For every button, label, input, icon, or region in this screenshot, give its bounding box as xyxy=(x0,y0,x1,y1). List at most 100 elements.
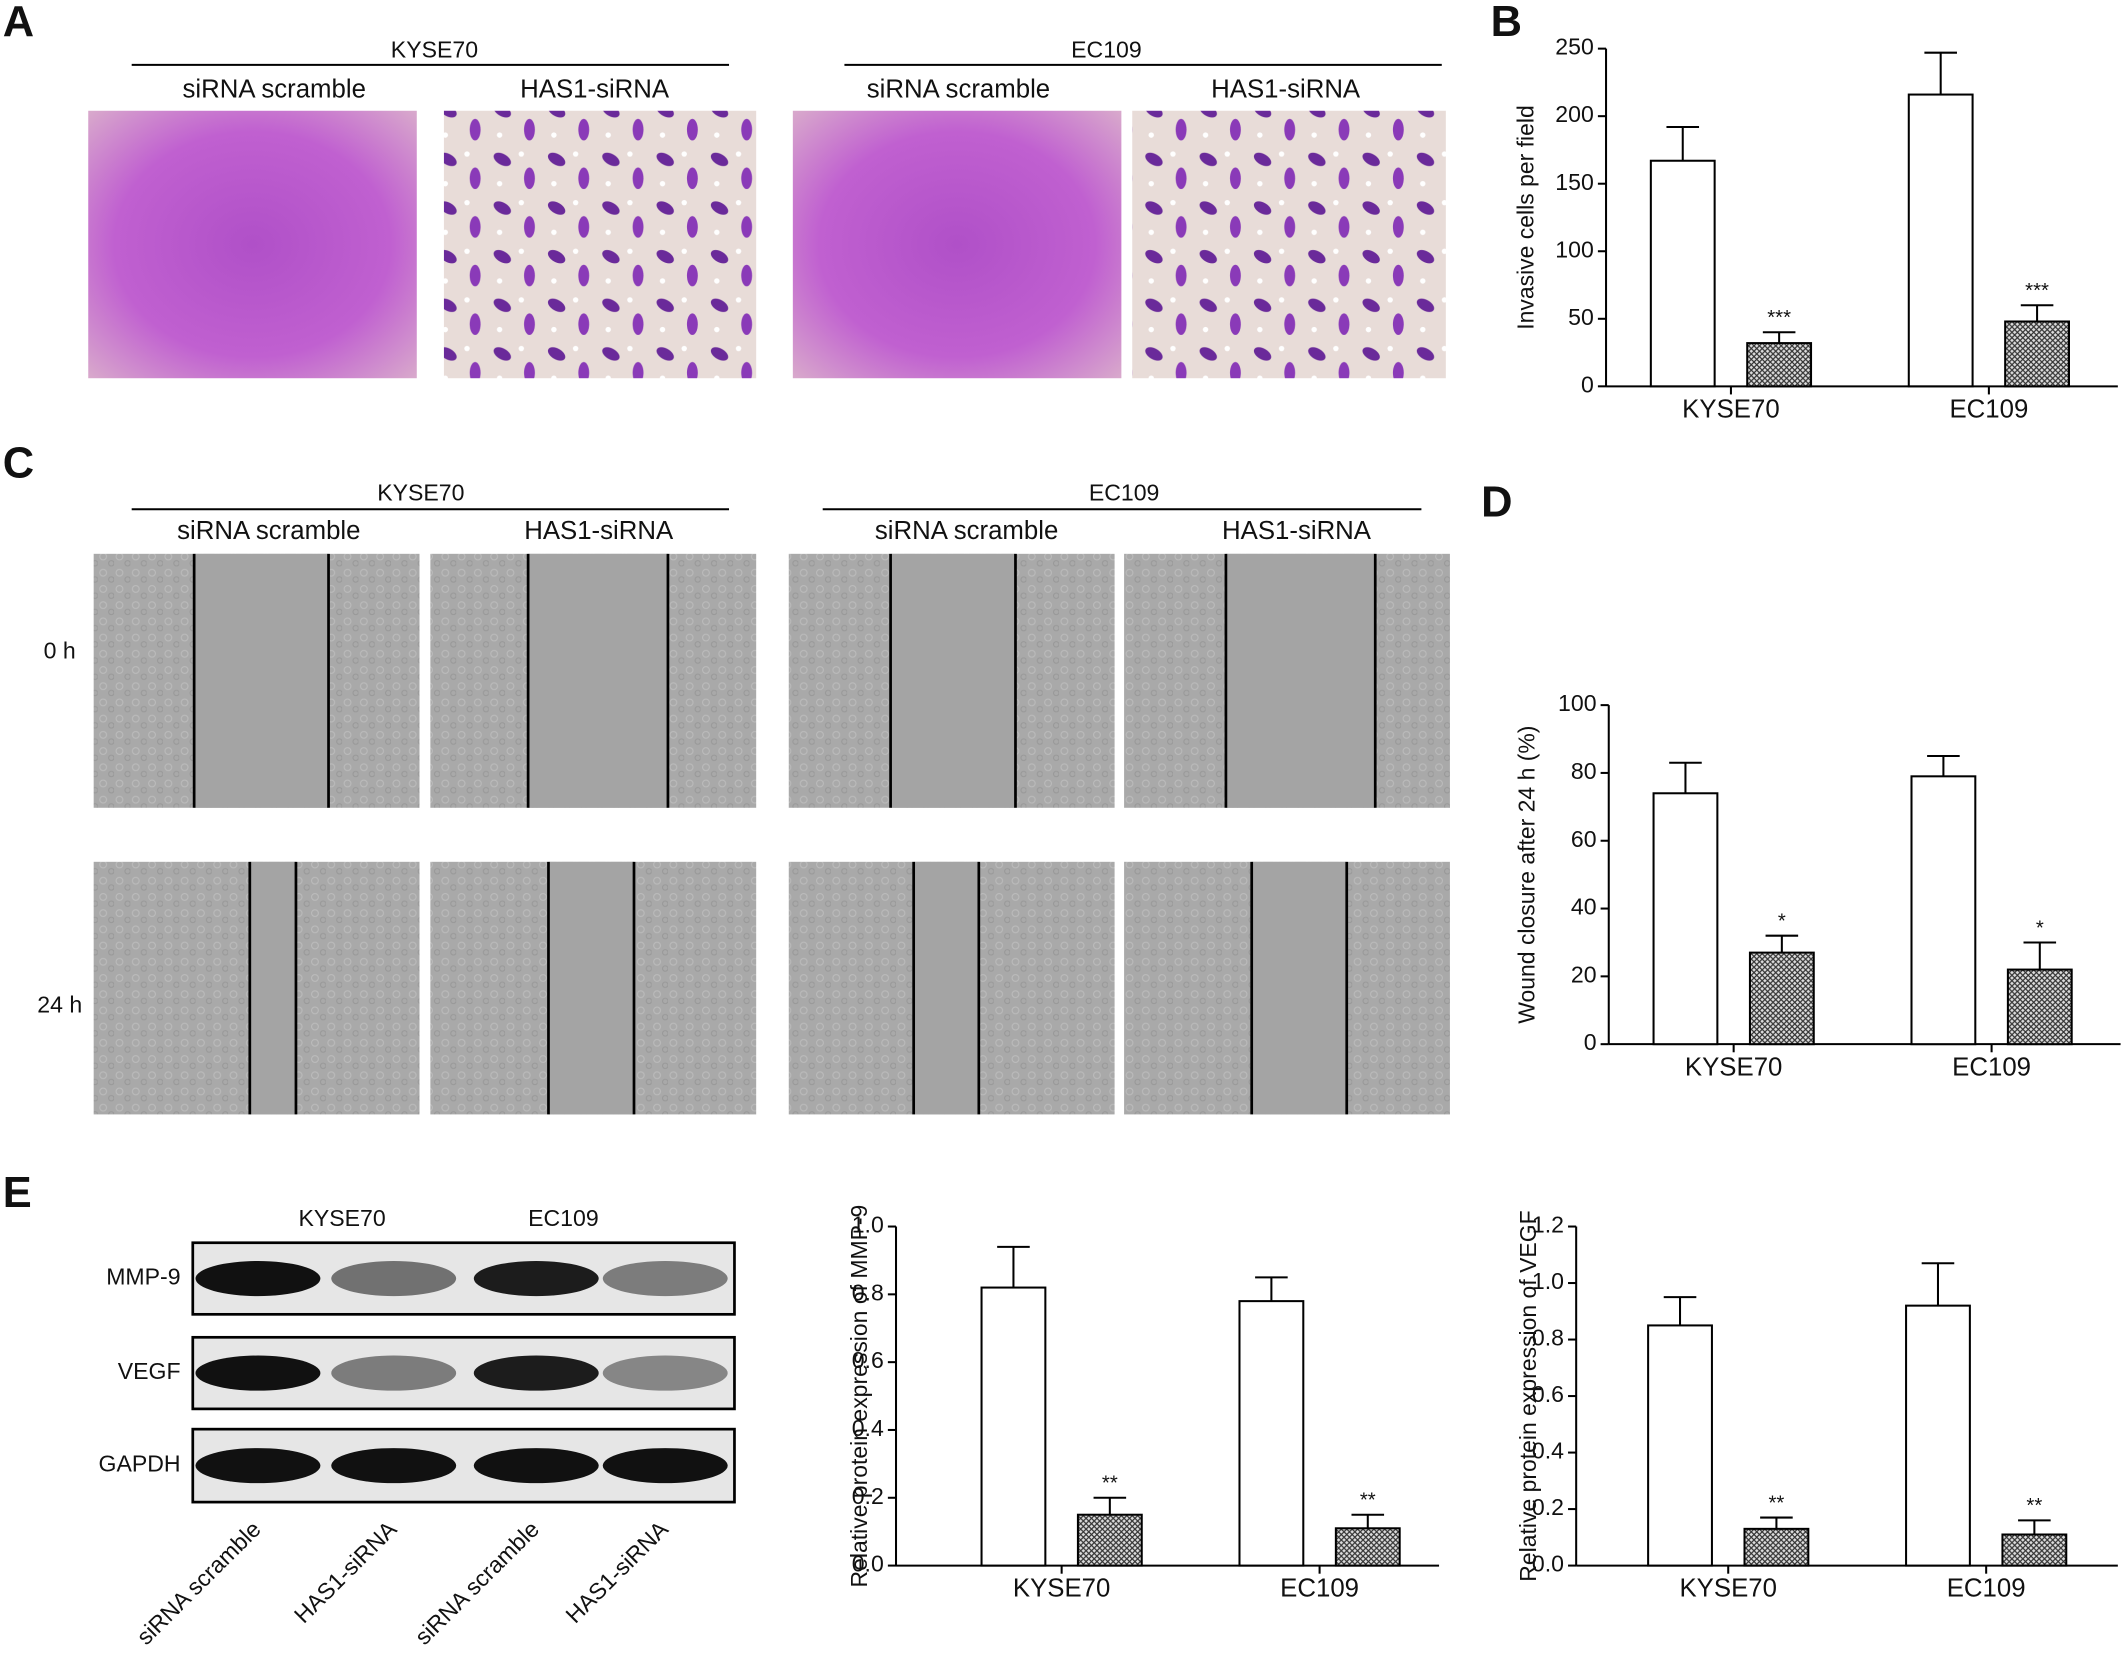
protein-label: MMP-9 xyxy=(106,1264,180,1290)
y-tick-label: 0.2 xyxy=(1532,1494,1564,1520)
condition-label: siRNA scramble xyxy=(875,517,1058,545)
y-axis-label: Invasive cells per field xyxy=(1512,105,1538,330)
blot-band xyxy=(331,1260,457,1297)
blot-band xyxy=(602,1260,728,1297)
group-label: EC109 xyxy=(1089,480,1160,506)
y-tick-label: 1.0 xyxy=(852,1212,884,1238)
protein-label: VEGF xyxy=(118,1358,181,1384)
blot-band xyxy=(195,1448,321,1484)
y-tick-label: 0 xyxy=(1584,1029,1597,1055)
condition-label: HAS1-siRNA xyxy=(1222,517,1372,545)
y-tick-label: 150 xyxy=(1555,169,1594,195)
condition-label: siRNA scramble xyxy=(177,517,360,545)
x-tick-label: KYSE70 xyxy=(1682,395,1779,423)
panel-letter: B xyxy=(1491,0,1522,46)
condition-label: HAS1-siRNA xyxy=(520,75,670,103)
y-tick-label: 0 xyxy=(1581,371,1594,397)
blot-band xyxy=(331,1355,457,1391)
lane-label: siRNA scramble xyxy=(410,1516,544,1650)
group-label: KYSE70 xyxy=(298,1205,385,1231)
y-tick-label: 0.8 xyxy=(1532,1325,1564,1351)
x-tick-label: EC109 xyxy=(1280,1575,1359,1603)
y-tick-label: 0.4 xyxy=(1532,1438,1564,1464)
x-tick-label: EC109 xyxy=(1949,395,2028,423)
y-axis-label: Relative protein expression of VEGF xyxy=(1515,1210,1541,1581)
blot-band xyxy=(473,1260,599,1297)
bar xyxy=(1907,93,1974,388)
blot-band xyxy=(195,1355,321,1391)
wound-area xyxy=(548,861,634,1115)
significance-label: * xyxy=(2036,917,2044,939)
panel-letter: E xyxy=(3,1169,32,1217)
x-tick-label: KYSE70 xyxy=(1679,1575,1776,1603)
bar xyxy=(1743,1527,1810,1567)
wound-area xyxy=(890,553,1016,808)
wound-area xyxy=(1225,553,1376,808)
bar xyxy=(1905,1304,1971,1567)
y-tick-label: 200 xyxy=(1555,101,1594,127)
y-tick-label: 0.8 xyxy=(852,1279,884,1305)
y-axis-label: Relative protein expression of MMP-9 xyxy=(846,1205,872,1588)
panel-letter: C xyxy=(3,440,34,488)
y-tick-label: 80 xyxy=(1571,758,1597,784)
x-tick-label: EC109 xyxy=(1947,1575,2026,1603)
significance-label: ** xyxy=(2026,1495,2042,1517)
group-label: EC109 xyxy=(528,1205,599,1231)
y-tick-label: 60 xyxy=(1571,826,1597,852)
y-tick-label: 0.4 xyxy=(852,1415,884,1441)
y-tick-label: 0.6 xyxy=(852,1347,884,1373)
significance-label: * xyxy=(1778,911,1786,933)
bar xyxy=(2004,320,2070,388)
timepoint-label: 0 h xyxy=(44,638,76,664)
significance-label: ** xyxy=(1360,1490,1376,1512)
significance-label: ** xyxy=(1768,1492,1784,1514)
blot-band xyxy=(602,1448,728,1484)
micrograph xyxy=(443,110,757,379)
blot-band xyxy=(331,1448,457,1484)
bar xyxy=(1238,1300,1305,1567)
y-tick-label: 100 xyxy=(1558,690,1597,716)
bar xyxy=(980,1286,1047,1567)
bar xyxy=(2006,968,2073,1046)
bar xyxy=(1746,342,1813,388)
x-tick-label: EC109 xyxy=(1952,1053,2031,1081)
y-tick-label: 100 xyxy=(1555,236,1594,262)
micrograph xyxy=(88,110,417,379)
lane-label: HAS1-siRNA xyxy=(560,1515,673,1628)
y-tick-label: 250 xyxy=(1555,34,1594,60)
condition-label: siRNA scramble xyxy=(183,75,366,103)
wound-area xyxy=(194,553,329,808)
group-label: KYSE70 xyxy=(377,480,464,506)
micrograph xyxy=(792,110,1122,379)
y-tick-label: 20 xyxy=(1571,961,1597,987)
wound-area xyxy=(913,861,979,1115)
group-label: KYSE70 xyxy=(391,36,478,62)
y-axis-label: Wound closure after 24 h (%) xyxy=(1514,726,1540,1024)
x-tick-label: KYSE70 xyxy=(1685,1053,1782,1081)
wound-area xyxy=(249,861,296,1115)
blot-band xyxy=(473,1355,599,1391)
condition-label: HAS1-siRNA xyxy=(1211,75,1361,103)
wound-area xyxy=(528,553,668,808)
y-tick-label: 0.6 xyxy=(1532,1381,1564,1407)
significance-label: *** xyxy=(2025,280,2049,302)
blot-box xyxy=(191,1335,736,1411)
bar xyxy=(1076,1513,1143,1567)
bar xyxy=(1910,775,1977,1046)
micrograph xyxy=(1132,110,1446,379)
blot-band xyxy=(473,1448,599,1484)
bar xyxy=(1652,792,1719,1046)
blot-band xyxy=(195,1260,321,1297)
condition-label: HAS1-siRNA xyxy=(524,517,674,545)
y-tick-label: 1.0 xyxy=(1532,1268,1564,1294)
y-tick-label: 0.2 xyxy=(852,1483,884,1509)
condition-label: siRNA scramble xyxy=(867,75,1050,103)
bar xyxy=(1647,1324,1713,1567)
wound-area xyxy=(1251,861,1347,1115)
timepoint-label: 24 h xyxy=(37,991,82,1017)
bar xyxy=(2001,1533,2068,1567)
lane-label: HAS1-siRNA xyxy=(289,1515,402,1628)
y-tick-label: 0.0 xyxy=(852,1551,884,1577)
